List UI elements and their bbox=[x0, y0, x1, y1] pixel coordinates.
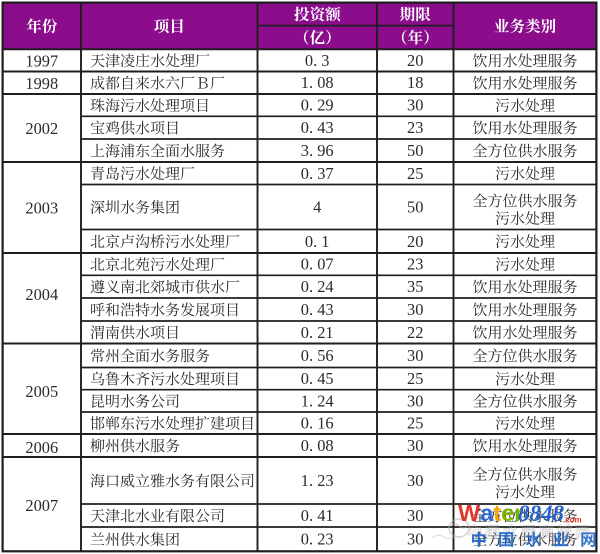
svg-text:0. 56: 0. 56 bbox=[301, 346, 334, 365]
svg-text:2005: 2005 bbox=[25, 382, 58, 401]
svg-text:0. 16: 0. 16 bbox=[301, 414, 334, 433]
svg-text:1. 08: 1. 08 bbox=[301, 73, 334, 92]
svg-text:20: 20 bbox=[407, 51, 423, 70]
svg-text:50: 50 bbox=[407, 198, 423, 217]
svg-text:3. 96: 3. 96 bbox=[301, 141, 334, 160]
svg-text:30: 30 bbox=[407, 530, 423, 549]
svg-text:25: 25 bbox=[407, 414, 423, 433]
svg-text:0. 08: 0. 08 bbox=[301, 436, 334, 455]
svg-text:4: 4 bbox=[313, 198, 321, 217]
svg-text:30: 30 bbox=[407, 506, 423, 525]
svg-text:0. 43: 0. 43 bbox=[301, 300, 334, 319]
svg-text:0. 37: 0. 37 bbox=[301, 164, 334, 183]
svg-text:1997: 1997 bbox=[25, 51, 58, 70]
svg-text:30: 30 bbox=[407, 300, 423, 319]
svg-text:35: 35 bbox=[407, 277, 423, 296]
svg-text:23: 23 bbox=[407, 255, 423, 274]
svg-text:50: 50 bbox=[407, 141, 423, 160]
svg-text:2004: 2004 bbox=[25, 285, 58, 304]
svg-text:0. 21: 0. 21 bbox=[301, 323, 334, 342]
svg-text:8848: 8848 bbox=[518, 501, 565, 526]
svg-text:0. 3: 0. 3 bbox=[305, 51, 330, 70]
svg-text:2003: 2003 bbox=[25, 199, 58, 218]
svg-text:23: 23 bbox=[407, 118, 423, 137]
svg-text:1998: 1998 bbox=[25, 74, 58, 93]
svg-text:2006: 2006 bbox=[25, 438, 58, 457]
svg-text:0. 24: 0. 24 bbox=[301, 277, 334, 296]
svg-text:25: 25 bbox=[407, 164, 423, 183]
svg-text:Water: Water bbox=[458, 500, 523, 526]
svg-text:25: 25 bbox=[407, 369, 423, 388]
svg-text:2002: 2002 bbox=[25, 119, 58, 138]
svg-text:30: 30 bbox=[407, 96, 423, 115]
svg-text:0. 23: 0. 23 bbox=[301, 530, 334, 549]
svg-text:1. 23: 1. 23 bbox=[301, 471, 334, 490]
svg-text:20: 20 bbox=[407, 232, 423, 251]
svg-text:2007: 2007 bbox=[25, 496, 58, 515]
svg-text:1. 24: 1. 24 bbox=[301, 391, 334, 410]
svg-text:0. 45: 0. 45 bbox=[301, 369, 334, 388]
svg-text:0. 43: 0. 43 bbox=[301, 118, 334, 137]
svg-text:30: 30 bbox=[407, 471, 423, 490]
svg-text:0. 1: 0. 1 bbox=[305, 232, 330, 251]
svg-text:0. 41: 0. 41 bbox=[301, 506, 334, 525]
svg-text:18: 18 bbox=[407, 73, 423, 92]
svg-text:0. 29: 0. 29 bbox=[301, 96, 334, 115]
svg-text:0. 07: 0. 07 bbox=[301, 255, 334, 274]
svg-text:22: 22 bbox=[407, 323, 423, 342]
svg-text:30: 30 bbox=[407, 436, 423, 455]
svg-text:30: 30 bbox=[407, 391, 423, 410]
svg-text:30: 30 bbox=[407, 346, 423, 365]
svg-text:.com: .com bbox=[563, 516, 582, 525]
